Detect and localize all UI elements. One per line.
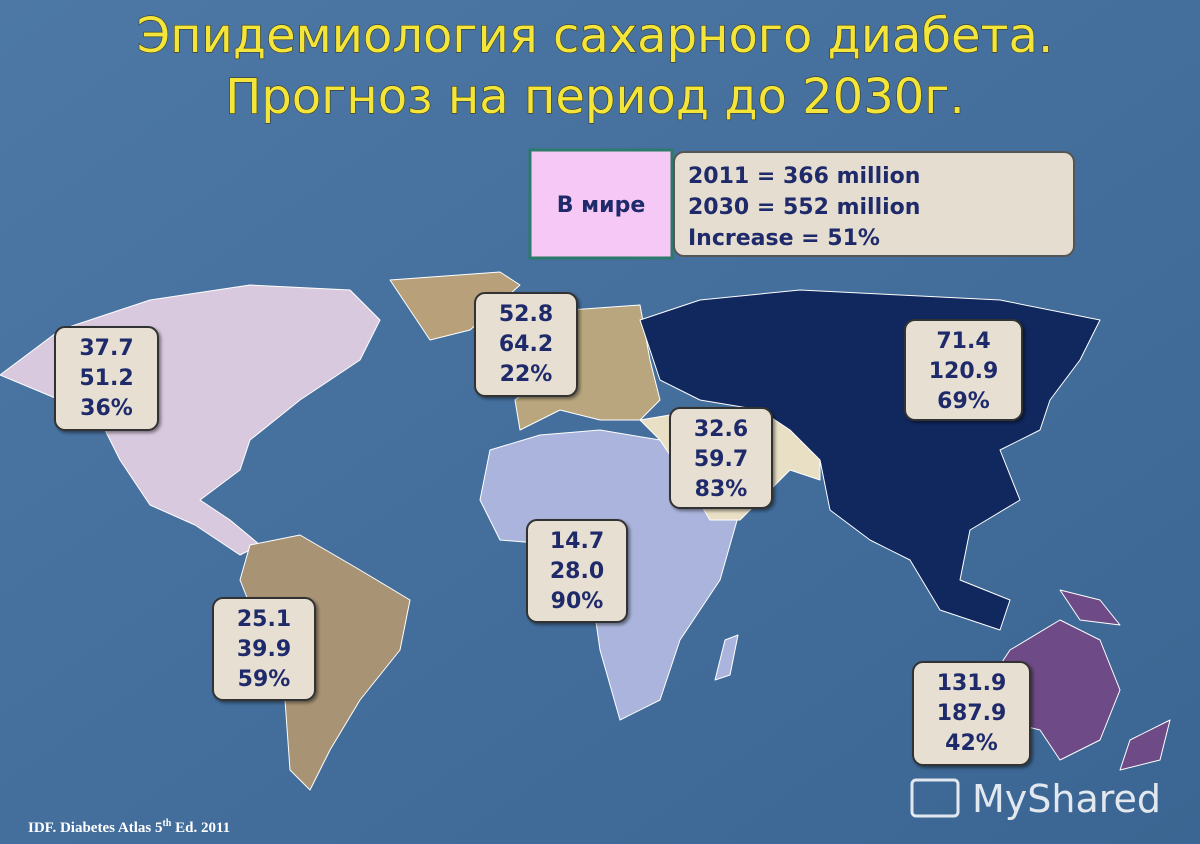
region-stat: 28.0 bbox=[550, 559, 604, 584]
region-label: 37.7 51.2 36% bbox=[54, 326, 159, 431]
region-labels: 37.7 51.2 36% 52.8 64.2 22% 71.4 120.9 69% 32.6 59… bbox=[54, 292, 1031, 766]
region-label: 52.8 64.2 22% bbox=[474, 292, 578, 397]
watermark-text: MyShared bbox=[972, 777, 1161, 821]
title-line: Эпидемиология сахарного диабета. bbox=[137, 8, 1053, 64]
region-stat: 42% bbox=[945, 731, 998, 756]
region-stat: 59% bbox=[238, 667, 291, 692]
region-box bbox=[912, 661, 1031, 766]
region-box bbox=[669, 407, 773, 509]
source-text: IDF. Diabetes Atlas 5 bbox=[28, 820, 162, 836]
source: IDF. Diabetes Atlas 5th Ed. 2011 bbox=[28, 818, 230, 836]
papua bbox=[1059, 589, 1121, 626]
region-box bbox=[904, 319, 1023, 421]
region-stat: 36% bbox=[80, 396, 133, 421]
world-stat: 2011 = 366 million bbox=[688, 164, 920, 189]
world-stats-box bbox=[673, 151, 1075, 257]
region-stat: 131.9 bbox=[937, 671, 1007, 696]
region-stat: 25.1 bbox=[237, 607, 291, 632]
region-stat: 187.9 bbox=[937, 701, 1007, 726]
region-label: 14.7 28.0 90% bbox=[526, 519, 628, 623]
new-zealand bbox=[1119, 719, 1171, 771]
source-superscript: th bbox=[162, 818, 171, 829]
region-stat: 59.7 bbox=[694, 447, 748, 472]
watermark-icon bbox=[910, 778, 960, 818]
region-stat: 32.6 bbox=[694, 417, 748, 442]
region-box bbox=[526, 519, 628, 623]
watermark: MyShared bbox=[910, 777, 1161, 821]
region-stat: 64.2 bbox=[499, 332, 553, 357]
source-edition: Ed. 2011 bbox=[171, 820, 230, 836]
title-line: Прогноз на период до 2030г. bbox=[225, 69, 965, 125]
region-box bbox=[474, 292, 578, 397]
region-label: 25.1 39.9 59% bbox=[212, 597, 316, 701]
region-stat: 39.9 bbox=[237, 637, 291, 662]
region-stat: 14.7 bbox=[550, 529, 604, 554]
world-label-box bbox=[528, 148, 674, 260]
world-summary: В мире 2011 = 366 million 2030 = 552 mill… bbox=[528, 148, 1075, 260]
region-stat: 83% bbox=[695, 477, 748, 502]
region-stat: 22% bbox=[500, 362, 553, 387]
region-box bbox=[54, 326, 159, 431]
region-box bbox=[212, 597, 316, 701]
region-label: 131.9 187.9 42% bbox=[912, 661, 1031, 766]
world-stat: Increase = 51% bbox=[688, 226, 880, 251]
world-stat: 2030 = 552 million bbox=[688, 195, 920, 220]
region-stat: 120.9 bbox=[929, 359, 999, 384]
region-stat: 52.8 bbox=[499, 302, 553, 327]
region-stat: 37.7 bbox=[79, 336, 133, 361]
madagascar bbox=[714, 634, 739, 681]
region-stat: 51.2 bbox=[79, 366, 133, 391]
region-stat: 90% bbox=[551, 589, 604, 614]
region-stat: 71.4 bbox=[936, 329, 990, 354]
region-label: 71.4 120.9 69% bbox=[904, 319, 1023, 421]
region-stat: 69% bbox=[937, 389, 990, 414]
world-label: В мире bbox=[557, 193, 646, 218]
region-label: 32.6 59.7 83% bbox=[669, 407, 773, 509]
